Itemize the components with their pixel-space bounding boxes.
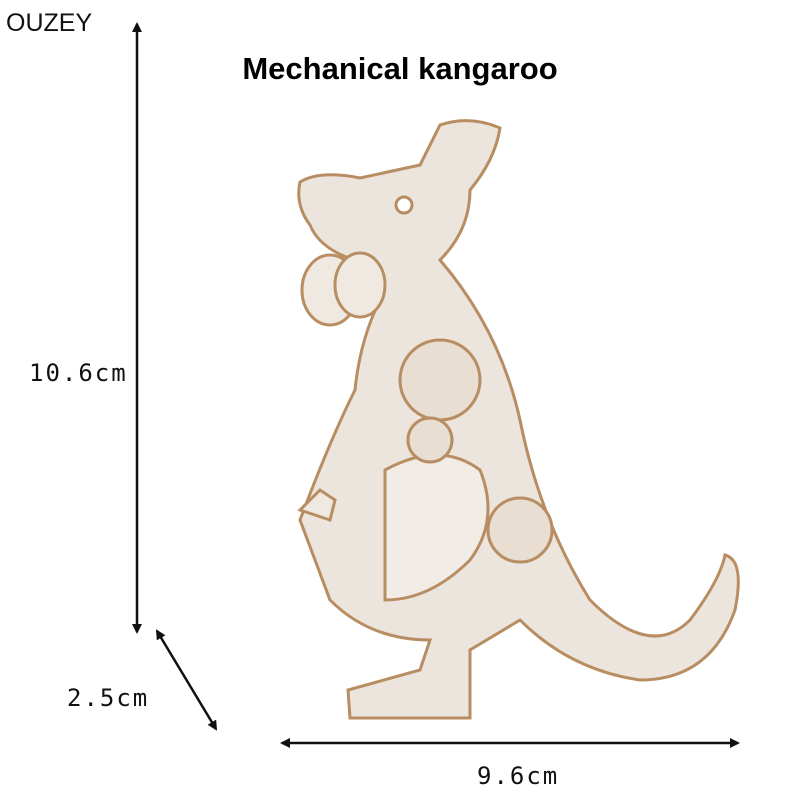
title: Mechanical kangaroo (242, 51, 557, 86)
kangaroo-model (297, 119, 740, 720)
depth-label: 2.5cm (67, 684, 149, 712)
height-label: 10.6cm (29, 359, 128, 387)
width-label: 9.6cm (477, 762, 559, 790)
brand: OUZEY (6, 9, 92, 37)
depth-arrow (155, 629, 218, 731)
